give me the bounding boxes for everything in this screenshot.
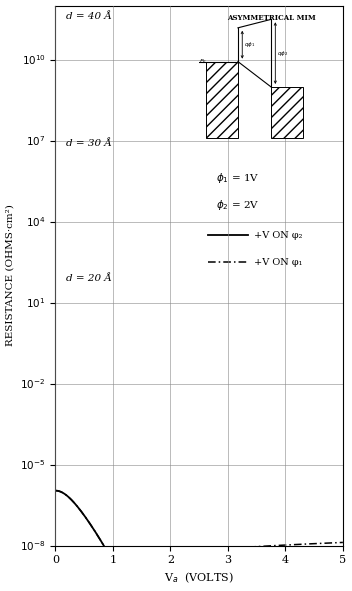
- Text: +V ON φ₂: +V ON φ₂: [254, 230, 302, 239]
- Text: $\phi_2$ = 2V: $\phi_2$ = 2V: [216, 198, 260, 212]
- Text: d = 40 Å: d = 40 Å: [66, 12, 112, 21]
- X-axis label: V$_a$  (VOLTS): V$_a$ (VOLTS): [164, 571, 234, 586]
- Text: d = 20 Å: d = 20 Å: [66, 274, 112, 283]
- Text: +V ON φ₁: +V ON φ₁: [254, 258, 302, 267]
- Text: d = 30 Å: d = 30 Å: [66, 139, 112, 148]
- Y-axis label: RESISTANCE (OHMS·cm²): RESISTANCE (OHMS·cm²): [6, 204, 14, 346]
- Text: $\phi_1$ = 1V: $\phi_1$ = 1V: [216, 171, 260, 185]
